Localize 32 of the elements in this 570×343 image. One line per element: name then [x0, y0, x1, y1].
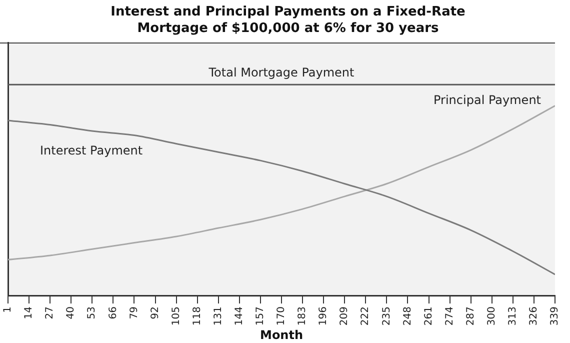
x-axis-title: Month	[260, 328, 304, 342]
x-tick-label: 287	[465, 306, 476, 326]
x-tick-label: 209	[339, 306, 350, 326]
x-tick-label: 274	[444, 306, 456, 326]
x-tick-label: 248	[402, 306, 414, 326]
x-tick-label: 144	[234, 306, 246, 326]
x-tick-label: 105	[170, 306, 182, 326]
x-tick-label: 313	[508, 306, 519, 326]
x-tick-label: 222	[360, 306, 372, 326]
x-tick-label: 66	[108, 306, 119, 320]
x-tick-label: 40	[66, 306, 77, 320]
x-tick-label: 183	[297, 306, 308, 326]
x-tick-label: 339	[550, 306, 561, 326]
x-tick-label: 131	[212, 306, 224, 326]
x-tick-label: 235	[381, 306, 392, 326]
series-label: Principal Payment	[434, 92, 542, 107]
x-tick-label: 92	[150, 306, 161, 320]
x-tick-label: 1	[2, 306, 14, 313]
series-label: Total Mortgage Payment	[208, 66, 355, 80]
x-tick-label: 196	[318, 306, 330, 326]
chart-title: Interest and Principal Payments on a Fixed-Rate Mortgage of $100,000 at 6% for 30 years	[110, 4, 466, 36]
x-tick-label: 326	[528, 306, 540, 326]
x-tick-label: 170	[276, 306, 288, 326]
x-tick-label: 14	[24, 306, 35, 320]
x-tick-label: 157	[255, 306, 266, 326]
x-tick-label: 79	[128, 306, 140, 320]
series-label: Interest Payment	[40, 144, 143, 158]
x-tick-label: 118	[192, 306, 203, 326]
x-tick-label: 53	[86, 306, 98, 320]
x-tick-label: 27	[44, 306, 56, 320]
x-tick-label: 261	[423, 306, 434, 326]
x-tick-label: 300	[486, 306, 498, 326]
